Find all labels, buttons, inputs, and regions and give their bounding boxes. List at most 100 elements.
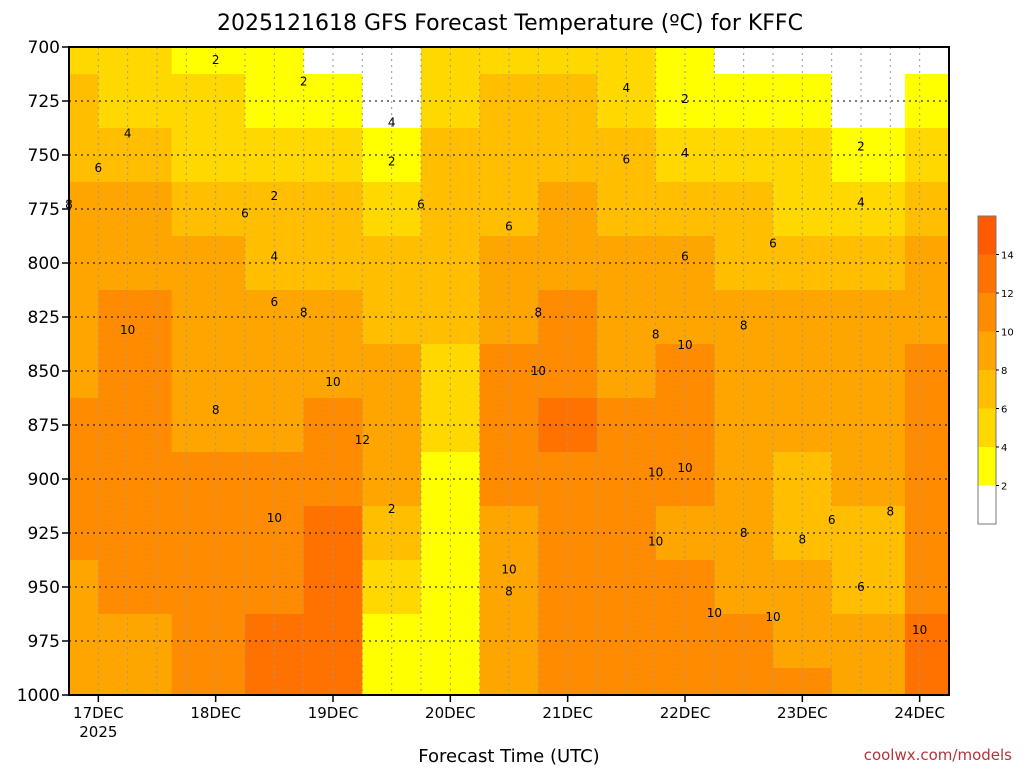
colorbar-label: 4	[1001, 443, 1007, 454]
contour-label: 6	[241, 206, 249, 220]
heat-cell	[171, 47, 246, 75]
contour-label: 4	[124, 126, 132, 140]
x-tick-label: 19DEC	[308, 704, 359, 722]
contour-label: 10	[501, 563, 516, 577]
contour-label: 2	[300, 75, 308, 89]
x-year-label: 2025	[79, 723, 117, 741]
y-tick-label: 1000	[17, 686, 60, 706]
y-tick-label: 975	[28, 632, 60, 652]
contour-label: 2	[857, 139, 865, 153]
heat-cell	[69, 47, 99, 75]
colorbar-swatch	[978, 216, 996, 255]
colorbar-swatch	[978, 331, 996, 370]
contour-label: 8	[740, 319, 748, 333]
colorbar-swatch	[978, 408, 996, 447]
x-tick-label: 17DEC	[73, 704, 124, 722]
colorbar-swatch	[978, 370, 996, 409]
x-tick-label: 23DEC	[777, 704, 828, 722]
contour-label: 10	[677, 461, 692, 475]
y-tick-label: 950	[28, 578, 60, 598]
contour-label: 2	[388, 502, 396, 516]
credit-link[interactable]: coolwx.com/models	[864, 746, 1012, 764]
colorbar-label: 14	[1001, 251, 1014, 262]
heat-cell	[98, 668, 173, 696]
contour-label: 6	[95, 161, 103, 175]
contour-label: 2	[212, 53, 220, 67]
contour-label: 6	[681, 250, 689, 264]
x-axis-title: Forecast Time (UTC)	[418, 746, 599, 767]
y-tick-label: 700	[28, 38, 60, 58]
colorbar-swatch	[978, 293, 996, 332]
contour-label: 6	[623, 152, 631, 166]
contour-label: 10	[267, 511, 282, 525]
contour-label: 10	[707, 606, 722, 620]
colorbar-label: 12	[1001, 289, 1014, 300]
contour-label: 10	[677, 338, 692, 352]
contour-label: 8	[652, 327, 660, 341]
y-tick-label: 875	[28, 416, 60, 436]
y-axis: 700 725 750 775 800 825 850 875 900 925 950 975 1000	[17, 38, 69, 706]
heat-cell	[905, 668, 950, 696]
contour-label: 8	[505, 584, 513, 598]
contour-label: 6	[828, 513, 836, 527]
contour-label: 8	[887, 504, 895, 518]
x-tick-label: 21DEC	[542, 704, 593, 722]
colorbar-swatch	[978, 254, 996, 293]
heat-cell	[905, 47, 950, 75]
y-tick-label: 825	[28, 308, 60, 328]
y-tick-label: 925	[28, 524, 60, 544]
colorbar-label: 10	[1001, 328, 1014, 339]
contour-label: 6	[271, 295, 279, 309]
y-tick-label: 725	[28, 92, 60, 112]
contour-label: 10	[648, 535, 663, 549]
x-axis: 17DEC 18DEC 19DEC 20DEC 21DEC 22DEC 23DEC 24DEC…	[73, 695, 945, 741]
heat-cell	[98, 47, 173, 75]
heat-cell	[171, 668, 246, 696]
x-tick-label: 18DEC	[190, 704, 241, 722]
contour-label: 8	[212, 403, 220, 417]
contour-label: 8	[535, 306, 543, 320]
contour-label: 6	[769, 237, 777, 251]
contour-label: 8	[300, 306, 308, 320]
contour-label: 6	[505, 219, 513, 233]
y-tick-label: 900	[28, 470, 60, 490]
contour-label: 2	[271, 189, 279, 203]
colorbar-label: 8	[1001, 366, 1007, 377]
colorbar: 2 4 6 8 10 12 14	[977, 215, 1014, 525]
colorbar-swatch	[978, 485, 996, 524]
contour-label: 2	[388, 154, 396, 168]
x-tick-label: 22DEC	[660, 704, 711, 722]
x-tick-label: 24DEC	[894, 704, 945, 722]
contour-label: 4	[857, 196, 865, 210]
contour-label: 6	[857, 580, 865, 594]
contour-label: 10	[531, 364, 546, 378]
contour-label: 10	[765, 610, 780, 624]
contour-label: 4	[623, 81, 631, 95]
y-tick-label: 775	[28, 200, 60, 220]
contour-label: 8	[799, 532, 807, 546]
contour-label: 10	[912, 623, 927, 637]
contour-label: 4	[388, 116, 396, 130]
y-tick-label: 750	[28, 146, 60, 166]
contour-label: 2	[681, 92, 689, 106]
heat-cell	[69, 668, 99, 696]
heat-cell	[831, 47, 906, 75]
contour-label: 8	[740, 526, 748, 540]
y-tick-label: 850	[28, 362, 60, 382]
y-tick-label: 800	[28, 254, 60, 274]
x-tick-label: 20DEC	[425, 704, 476, 722]
contour-label: 10	[648, 466, 663, 480]
contour-label: 10	[325, 375, 340, 389]
colorbar-label: 6	[1001, 405, 1007, 416]
chart-title: 2025121618 GFS Forecast Temperature (ºC)…	[217, 11, 803, 36]
heat-cell	[831, 668, 906, 696]
colorbar-swatch	[978, 447, 996, 486]
colorbar-label: 2	[1001, 482, 1007, 493]
contour-label: 10	[120, 323, 135, 337]
contour-label: 4	[681, 146, 689, 160]
contour-label: 4	[271, 250, 279, 264]
contour-label: 6	[417, 198, 425, 212]
contour-labels: 2 2 4 2 4 2 2 4 6 8 6 2 6 6 6 4 4 4 6 6 10 6 8 8 8 8 10 10 10 8 12 10 10…	[65, 53, 927, 637]
grid-lines	[69, 47, 949, 695]
